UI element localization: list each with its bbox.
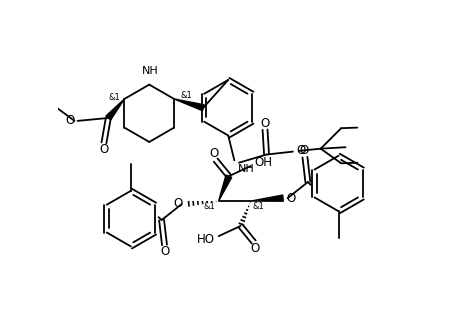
Text: O: O: [287, 193, 296, 205]
Text: HO: HO: [197, 233, 215, 246]
Text: O: O: [296, 144, 305, 156]
Polygon shape: [174, 99, 204, 111]
Text: &1: &1: [204, 202, 216, 211]
Text: OH: OH: [255, 156, 273, 169]
Text: O: O: [99, 143, 109, 156]
Text: &1: &1: [180, 92, 192, 100]
Text: O: O: [261, 117, 270, 130]
Polygon shape: [251, 195, 284, 201]
Text: &1: &1: [252, 202, 264, 211]
Polygon shape: [218, 175, 232, 201]
Text: O: O: [251, 242, 260, 256]
Text: NH: NH: [142, 66, 158, 76]
Polygon shape: [106, 99, 125, 120]
Text: O: O: [300, 144, 309, 157]
Text: O: O: [173, 197, 183, 210]
Text: O: O: [161, 245, 170, 258]
Text: O: O: [65, 113, 75, 127]
Text: NH: NH: [237, 164, 254, 174]
Text: O: O: [210, 147, 219, 160]
Text: &1: &1: [108, 93, 120, 102]
